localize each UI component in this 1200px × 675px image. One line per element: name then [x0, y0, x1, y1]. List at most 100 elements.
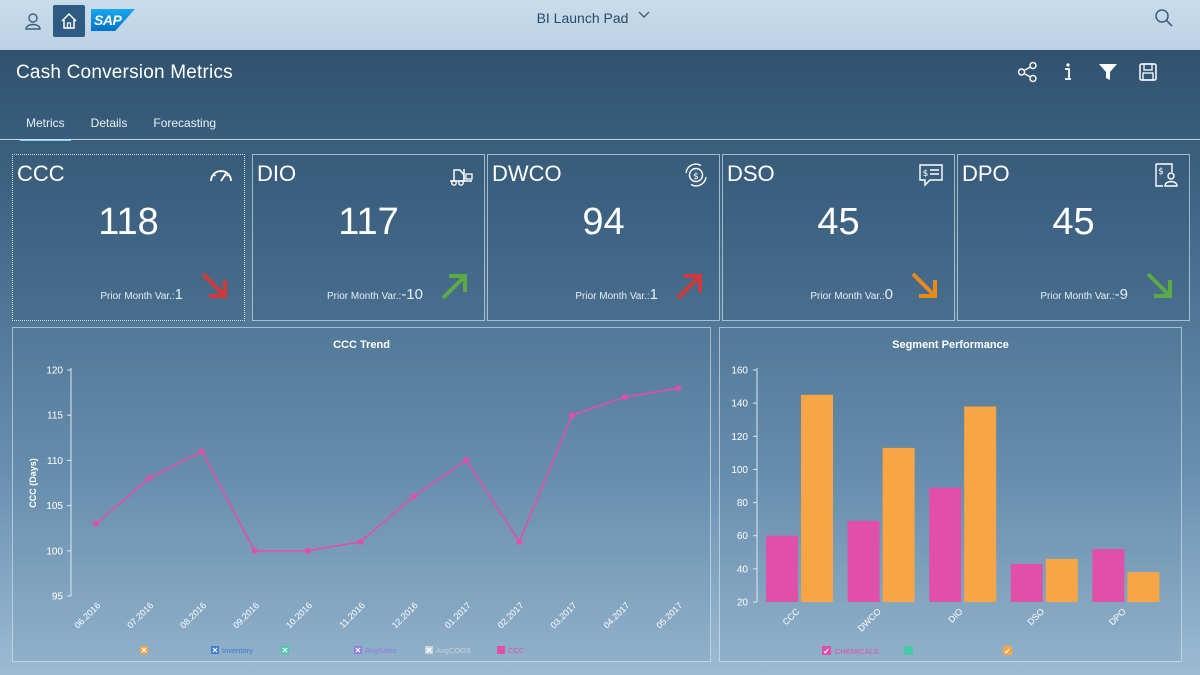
data-point[interactable] [251, 547, 258, 554]
bar[interactable] [1127, 572, 1160, 602]
kpi-variance: Prior Month Var.:-10 [253, 286, 423, 303]
legend-label: AvgSales [365, 646, 397, 655]
arrow-up-right-icon [441, 274, 467, 300]
segment-performance-chart: 20 40 60 80 100 120 140 160 CCC DWCO DIO DSO DPO ✓ CHE… [731, 366, 1160, 656]
data-point[interactable] [622, 394, 629, 401]
gauge-icon [210, 170, 232, 182]
x-tick-label: 09.2016 [231, 600, 261, 630]
legend-item[interactable] [904, 646, 913, 655]
kpi-tile-dwco[interactable]: DWCO $ 94 Prior Month Var.:1 [487, 154, 720, 321]
svg-text:$: $ [1158, 167, 1164, 177]
legend-item[interactable]: ✓ CHEMICALS [822, 646, 879, 656]
legend-label: CCC [508, 646, 525, 655]
legend-label: CHEMICALS [835, 647, 879, 656]
legend-swatch [425, 646, 433, 654]
legend-swatch [211, 646, 219, 654]
x-tick-label: DPO [1107, 606, 1128, 627]
kpi-value: 117 [338, 201, 399, 243]
bar[interactable] [964, 406, 997, 602]
legend-label: AvgCOGS [436, 646, 471, 655]
save-icon[interactable] [1136, 60, 1160, 84]
y-tick-label: 100 [46, 546, 63, 557]
y-axis-label: CCC (Days) [28, 458, 38, 508]
share-icon[interactable] [1016, 60, 1040, 84]
bar[interactable] [801, 394, 833, 602]
data-point[interactable] [569, 412, 576, 419]
tab-bar: Metrics Details Forecasting [16, 116, 226, 141]
y-tick-label: 100 [731, 465, 748, 476]
kpi-tile-dpo[interactable]: DPO $ 45 Prior Month Var.:-9 [957, 154, 1190, 321]
data-point[interactable] [675, 385, 681, 392]
svg-text:$: $ [923, 169, 929, 179]
legend-item[interactable]: ✕ AvgCOGS [425, 646, 471, 655]
bar[interactable] [1092, 548, 1125, 602]
y-tick-label: 115 [47, 411, 63, 422]
y-tick-label: 120 [46, 366, 63, 377]
data-point[interactable] [357, 538, 364, 545]
legend-swatch [1003, 646, 1012, 655]
y-tick-label: 105 [46, 501, 63, 512]
shell-app-title[interactable]: BI Launch Pad [536, 10, 629, 26]
data-point[interactable] [93, 520, 99, 527]
legend-item[interactable]: CCC [497, 646, 525, 655]
series-line [95, 387, 679, 552]
kpi-variance: Prior Month Var.:0 [723, 286, 893, 303]
legend-item[interactable]: ✓ [1003, 646, 1012, 656]
kpi-tile-ccc[interactable]: CCC 118 Prior Month Var.:1 [12, 154, 245, 321]
x-tick-label: 02.2017 [496, 600, 526, 630]
tab-details[interactable]: Details [90, 116, 128, 130]
filter-icon[interactable] [1096, 60, 1120, 84]
bar[interactable] [1010, 563, 1043, 602]
variance-label: Prior Month Var.: [1040, 291, 1115, 302]
shell-bar: SAP BI Launch Pad [0, 0, 1200, 50]
kpi-variance: Prior Month Var.:1 [13, 286, 183, 303]
page-title: Cash Conversion Metrics [16, 62, 233, 83]
kpi-value: 45 [1052, 201, 1095, 243]
legend-item[interactable]: ✕ Inventory [211, 646, 253, 655]
legend-check-icon: ✕ [355, 646, 362, 655]
tab-forecasting[interactable]: Forecasting [153, 116, 217, 130]
arrow-up-right-icon [676, 274, 702, 300]
bar[interactable] [766, 535, 798, 602]
y-tick-label: 140 [731, 399, 748, 410]
data-point[interactable] [410, 493, 417, 500]
legend-item[interactable]: ✕ AvgSales [354, 646, 397, 655]
data-point[interactable] [304, 547, 311, 554]
x-tick-label: DIO [946, 606, 964, 624]
legend-item[interactable]: ✕ [140, 646, 148, 655]
bar[interactable] [929, 487, 962, 602]
legend-item[interactable]: ✕ [281, 646, 289, 655]
kpi-title: DSO [727, 161, 775, 186]
legend-swatch [354, 646, 362, 654]
home-button[interactable] [53, 5, 85, 37]
bar[interactable] [882, 447, 915, 602]
chevron-down-icon[interactable] [637, 8, 651, 26]
y-tick-label: 80 [737, 498, 749, 509]
legend-swatch [822, 646, 831, 655]
data-point[interactable] [145, 475, 152, 482]
variance-label: Prior Month Var.: [100, 291, 175, 302]
kpi-variance: Prior Month Var.:-9 [958, 286, 1128, 303]
tab-metrics[interactable]: Metrics [16, 116, 75, 141]
arrow-down-right-icon [201, 272, 227, 298]
data-point[interactable] [516, 538, 523, 545]
ccc-trend-panel: CCC Trend 95 100 105 110 115 120 CCC (Days) 06.… [12, 327, 711, 662]
kpi-tile-dso[interactable]: DSO $ 45 Prior Month Var.:0 [722, 154, 955, 321]
variance-value: -10 [401, 286, 423, 303]
kpi-title: DPO [962, 161, 1010, 186]
x-tick-label: 08.2016 [178, 600, 208, 630]
kpi-value: 94 [582, 201, 625, 243]
search-icon[interactable] [1154, 8, 1174, 33]
ccc-trend-chart: 95 100 105 110 115 120 CCC (Days) 06.2016 07.201… [28, 366, 684, 656]
data-point[interactable] [198, 448, 205, 455]
variance-label: Prior Month Var.: [810, 291, 885, 302]
bar[interactable] [847, 520, 880, 602]
info-icon[interactable] [1056, 60, 1080, 84]
legend-check-icon: ✕ [212, 646, 219, 655]
bar[interactable] [1045, 558, 1078, 602]
user-icon[interactable] [17, 5, 49, 37]
data-point[interactable] [463, 457, 470, 464]
x-tick-label: 01.2017 [443, 600, 473, 630]
kpi-tile-dio[interactable]: DIO 117 Prior Month Var.:-10 [252, 154, 485, 321]
x-tick-label: 06.2016 [72, 600, 102, 630]
